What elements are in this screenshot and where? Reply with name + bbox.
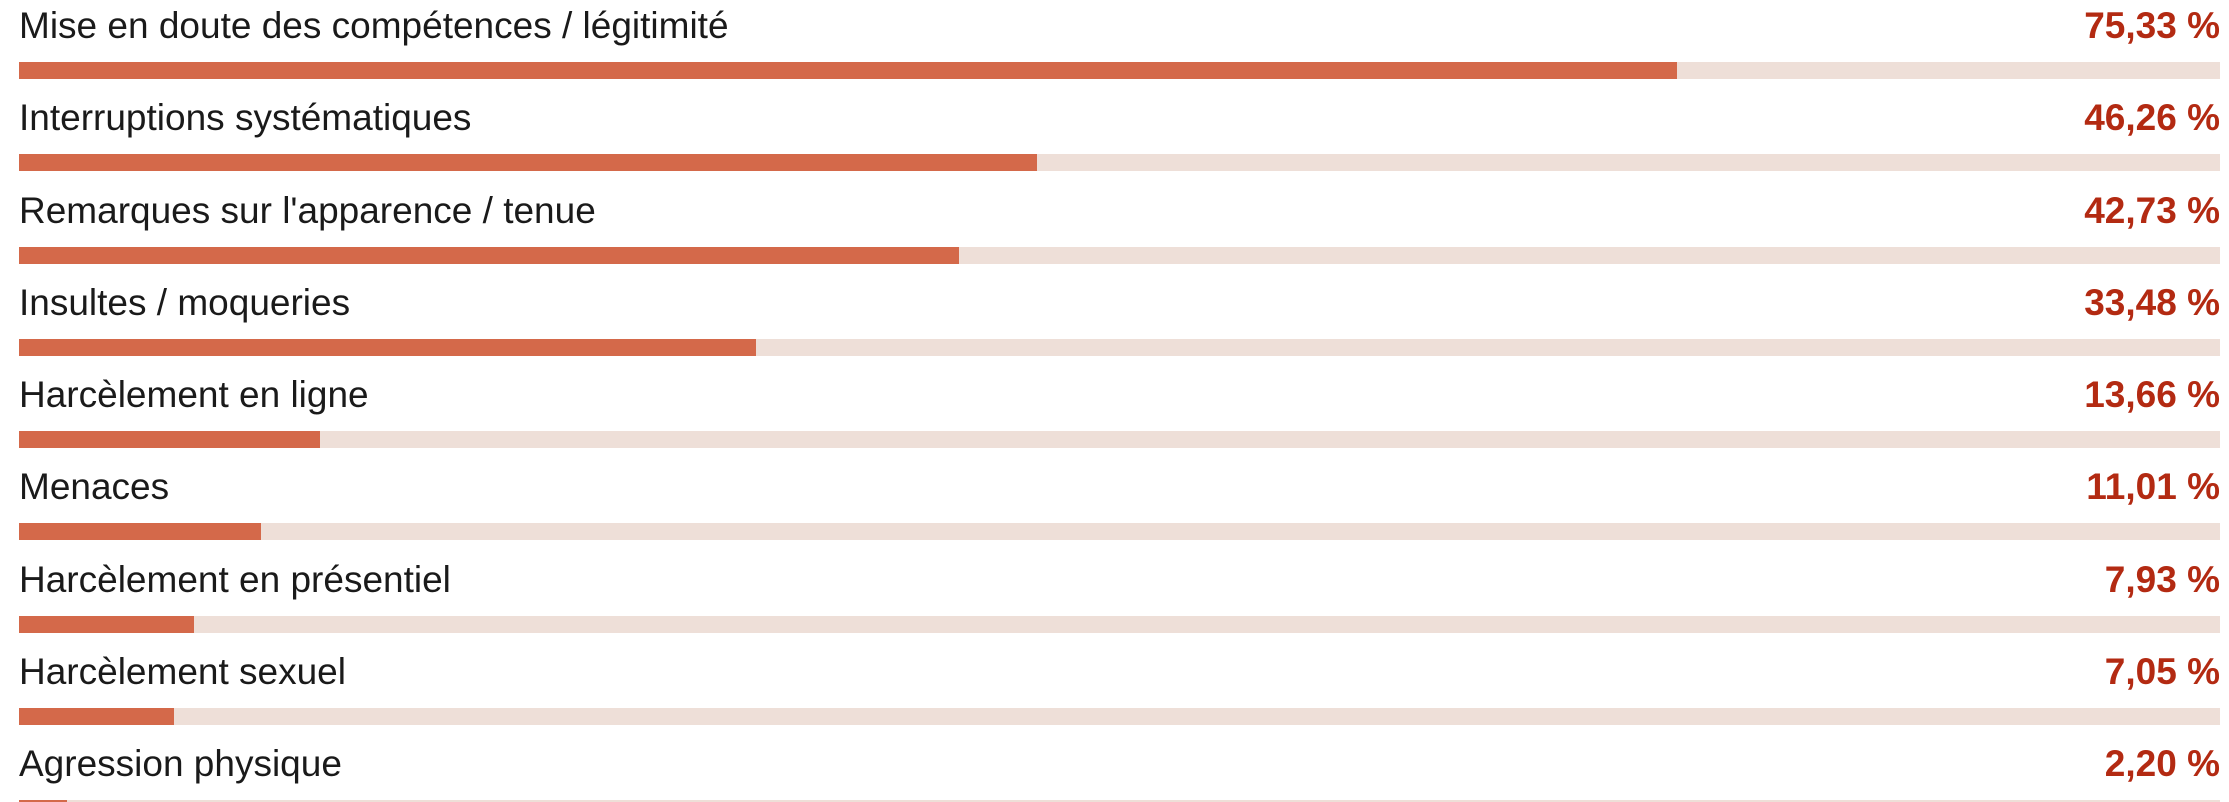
category-label: Remarques sur l'apparence / tenue — [19, 189, 596, 231]
bar — [19, 246, 960, 264]
bar-track — [19, 615, 2220, 633]
value-label: 33,48 % — [2084, 281, 2220, 323]
bar-track — [19, 62, 2220, 79]
bar-track — [19, 707, 2220, 725]
value-label: 11,01 % — [2086, 466, 2220, 508]
category-label: Harcèlement en ligne — [19, 374, 369, 415]
value-label: 7,93 % — [2104, 558, 2220, 600]
category-label: Menaces — [19, 466, 170, 508]
value-label: 75,33 % — [2084, 5, 2220, 46]
value-label: 13,66 % — [2084, 374, 2220, 415]
value-label: 42,73 % — [2084, 189, 2220, 231]
bar-row: Menaces 11,01 % — [19, 465, 2220, 541]
category-label: Agression physique — [19, 743, 342, 784]
category-label: Interruptions systématiques — [19, 97, 472, 139]
bar-track — [19, 154, 2220, 172]
bar-row: Harcèlement sexuel 7,05 % — [19, 650, 2220, 725]
bar — [19, 62, 1677, 79]
bar — [19, 338, 756, 356]
bar — [19, 523, 262, 541]
bar — [19, 707, 175, 725]
category-label: Insultes / moqueries — [19, 281, 351, 323]
bar-track — [19, 246, 2220, 264]
bar-row: Harcèlement en présentiel 7,93 % — [19, 558, 2220, 633]
bar — [19, 615, 194, 633]
bar-row: Remarques sur l'apparence / tenue 42,73 % — [19, 189, 2220, 264]
bar-row: Insultes / moqueries 33,48 % — [19, 281, 2220, 356]
bar — [19, 800, 68, 802]
bar-track — [19, 338, 2220, 356]
value-label: 2,20 % — [2104, 743, 2220, 784]
bar — [19, 431, 320, 448]
value-label: 46,26 % — [2084, 97, 2220, 139]
category-label: Harcèlement en présentiel — [19, 558, 451, 600]
bar-row: Mise en doute des compétences / légitimi… — [19, 4, 2220, 79]
value-label: 7,05 % — [2104, 650, 2220, 692]
bar-track — [19, 523, 2220, 541]
bar-track — [19, 431, 2220, 448]
bar-row: Agression physique 2,20 % — [19, 742, 2220, 802]
category-label: Mise en doute des compétences / légitimi… — [19, 5, 729, 46]
bar-row: Interruptions systématiques 46,26 % — [19, 96, 2220, 172]
bar-track — [19, 800, 2220, 802]
bar — [19, 154, 1038, 172]
category-label: Harcèlement sexuel — [19, 650, 346, 692]
bar-row: Harcèlement en ligne 13,66 % — [19, 373, 2220, 448]
